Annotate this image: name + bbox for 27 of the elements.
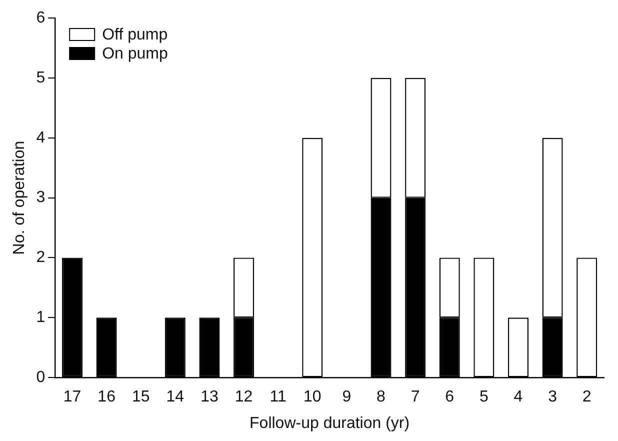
x-tick-label: 9 bbox=[342, 388, 352, 406]
x-tick-label: 13 bbox=[200, 388, 218, 406]
x-tick-label: 16 bbox=[98, 388, 116, 406]
y-tick-label: 0 bbox=[36, 369, 46, 386]
x-tick-label: 3 bbox=[548, 388, 558, 406]
legend-label: On pump bbox=[102, 45, 168, 62]
y-tick-label: 3 bbox=[36, 189, 46, 206]
y-axis-title: No. of operation bbox=[11, 140, 28, 255]
y-tick-label: 6 bbox=[36, 9, 46, 26]
x-tick-label: 14 bbox=[166, 388, 184, 406]
x-tick-label: 2 bbox=[582, 388, 592, 406]
x-tick-label: 7 bbox=[410, 388, 420, 406]
x-tick-label: 12 bbox=[234, 388, 253, 406]
x-tick-label: 5 bbox=[479, 388, 488, 406]
x-tick-label: 11 bbox=[270, 388, 286, 406]
x-tick-label: 15 bbox=[132, 388, 150, 406]
y-tick-label: 2 bbox=[36, 249, 46, 266]
x-tick-label: 4 bbox=[514, 388, 523, 406]
x-tick-label: 6 bbox=[445, 388, 454, 406]
legend-label: Off pump bbox=[102, 26, 168, 44]
x-tick-label: 10 bbox=[304, 388, 322, 406]
x-tick-label: 17 bbox=[63, 388, 82, 406]
y-tick-label: 4 bbox=[36, 129, 46, 146]
x-tick-label: 8 bbox=[376, 388, 386, 406]
y-tick-label: 5 bbox=[36, 69, 46, 86]
x-axis-title: Follow-up duration (yr) bbox=[250, 414, 410, 432]
y-tick-label: 1 bbox=[36, 309, 46, 326]
